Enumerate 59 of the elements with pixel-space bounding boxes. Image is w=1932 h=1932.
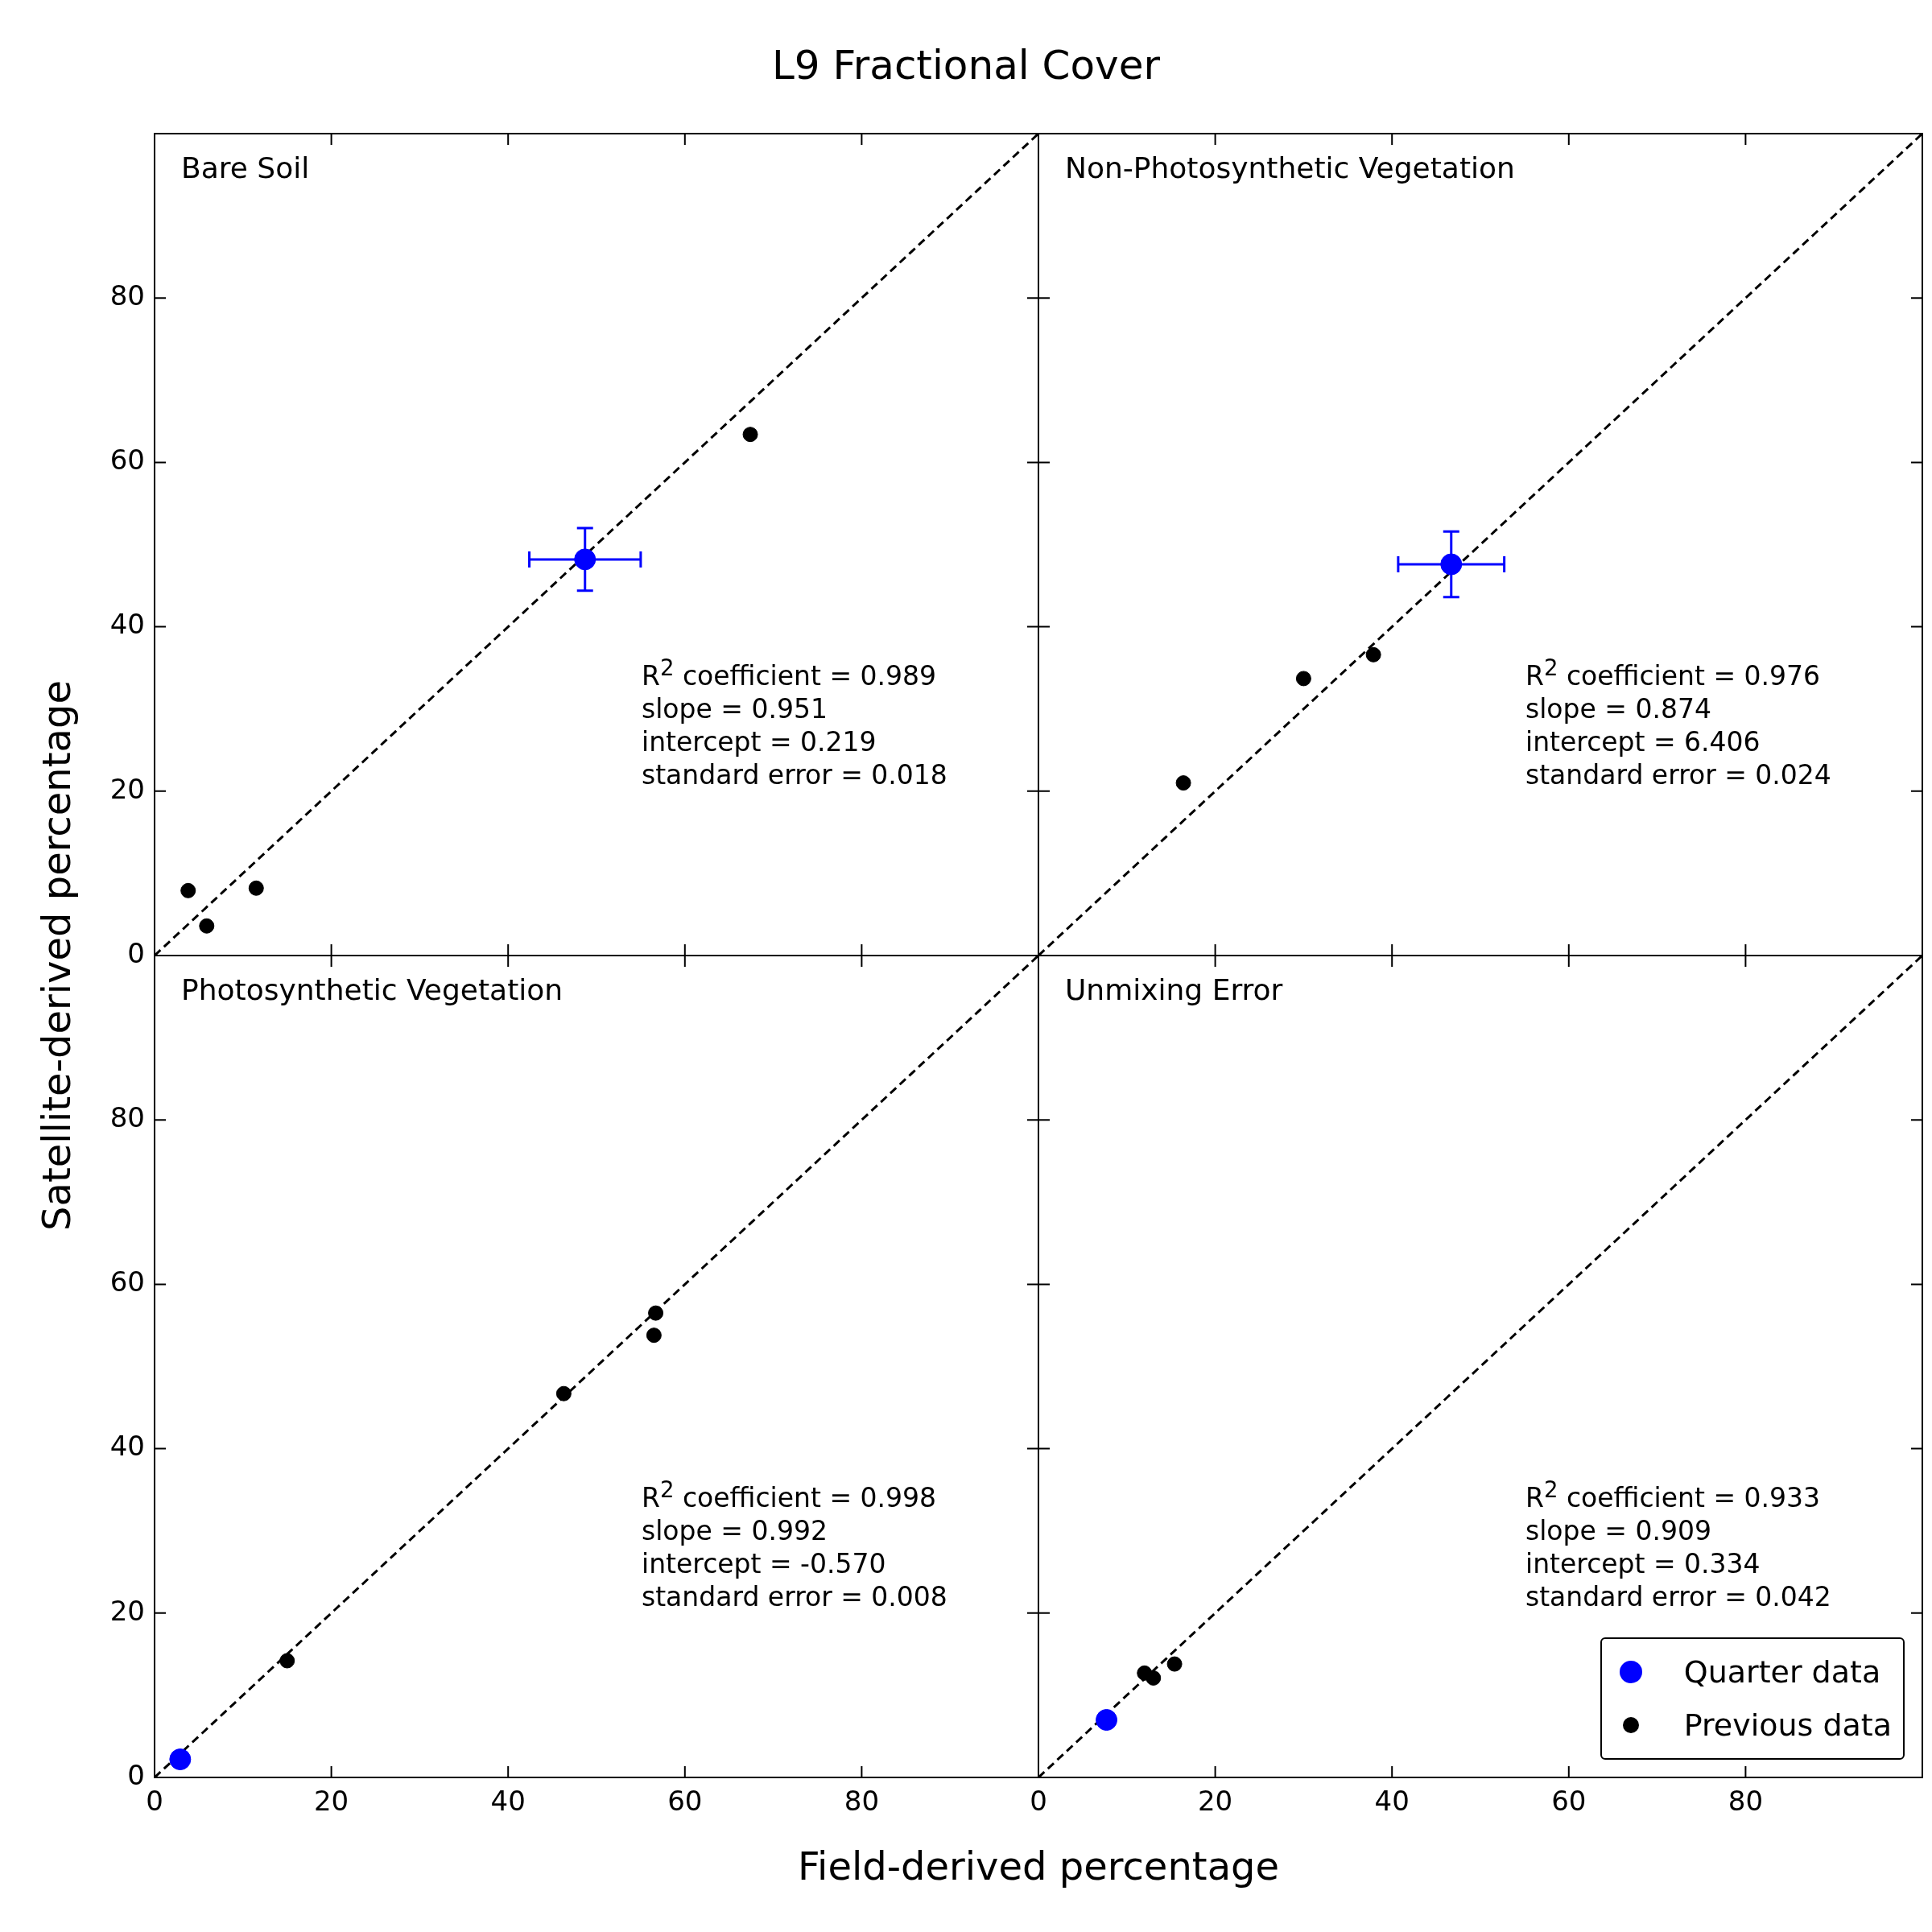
y-tick-label: 0 — [127, 1758, 145, 1791]
y-tick-label: 60 — [109, 444, 145, 477]
point — [742, 427, 758, 443]
annotation: slope = 0.909 — [1525, 1515, 1711, 1547]
point — [180, 882, 196, 898]
annotation: Non-Photosynthetic Vegetation — [1065, 151, 1515, 184]
y-tick-label: 80 — [109, 1101, 145, 1134]
chart-title: L9 Fractional Cover — [771, 42, 1161, 89]
annotation: slope = 0.951 — [641, 693, 828, 725]
point — [1166, 1656, 1183, 1672]
x-tick-label: 0 — [1030, 1785, 1047, 1818]
annotation: intercept = 6.406 — [1525, 726, 1761, 758]
point — [1295, 671, 1311, 687]
annotation: R$^{2}$ coefficient = 0.976 — [1525, 654, 1821, 692]
annotation: intercept = 0.219 — [641, 726, 877, 758]
x-axis-title: Field-derived percentage — [796, 1843, 1281, 1889]
annotation: R$^{2}$ coefficient = 0.989 — [641, 654, 937, 692]
x-tick-label: 40 — [1374, 1785, 1410, 1818]
annotation: Photosynthetic Vegetation — [181, 973, 564, 1006]
point — [199, 918, 215, 934]
point — [648, 1305, 664, 1321]
annotation: intercept = 0.334 — [1525, 1548, 1761, 1580]
y-tick-label: 60 — [109, 1265, 145, 1298]
annotation: standard error = 0.018 — [641, 759, 947, 791]
point — [646, 1327, 662, 1344]
x-tick-label: 40 — [490, 1785, 526, 1818]
annotation: R$^{2}$ coefficient = 0.998 — [641, 1476, 937, 1514]
annotation: standard error = 0.008 — [641, 1581, 947, 1613]
annotation: Bare Soil — [181, 151, 310, 184]
x-tick-label: 80 — [1728, 1785, 1764, 1818]
x-tick-label: 60 — [1551, 1785, 1587, 1818]
x-tick-label: 20 — [1197, 1785, 1233, 1818]
point — [1175, 775, 1191, 791]
x-tick-label: 20 — [313, 1785, 349, 1818]
annotation: standard error = 0.024 — [1525, 759, 1831, 791]
legend-label: Previous data — [1683, 1707, 1892, 1744]
point — [279, 1653, 295, 1669]
point — [1365, 646, 1381, 663]
annotation: intercept = -0.570 — [641, 1548, 886, 1580]
x-tick-label: 80 — [844, 1785, 880, 1818]
x-tick-label: 60 — [667, 1785, 703, 1818]
point — [1146, 1670, 1162, 1686]
y-tick-label: 20 — [109, 1594, 145, 1627]
annotation: R$^{2}$ coefficient = 0.933 — [1525, 1476, 1821, 1514]
legend-label: Quarter data — [1683, 1653, 1881, 1691]
point — [1096, 1709, 1118, 1732]
annotation: slope = 0.874 — [1525, 693, 1711, 725]
annotation: Unmixing Error — [1065, 973, 1283, 1006]
point — [248, 880, 264, 896]
annotation: standard error = 0.042 — [1525, 1581, 1831, 1613]
y-axis-title: Satellite-derived percentage — [34, 680, 79, 1231]
point — [555, 1385, 572, 1402]
y-tick-label: 40 — [109, 1430, 145, 1463]
y-tick-label: 20 — [109, 772, 145, 805]
y-tick-label: 40 — [109, 608, 145, 641]
point — [169, 1748, 192, 1771]
annotation: slope = 0.992 — [641, 1515, 828, 1547]
y-tick-label: 80 — [109, 279, 145, 312]
y-tick-label: 0 — [127, 936, 145, 969]
